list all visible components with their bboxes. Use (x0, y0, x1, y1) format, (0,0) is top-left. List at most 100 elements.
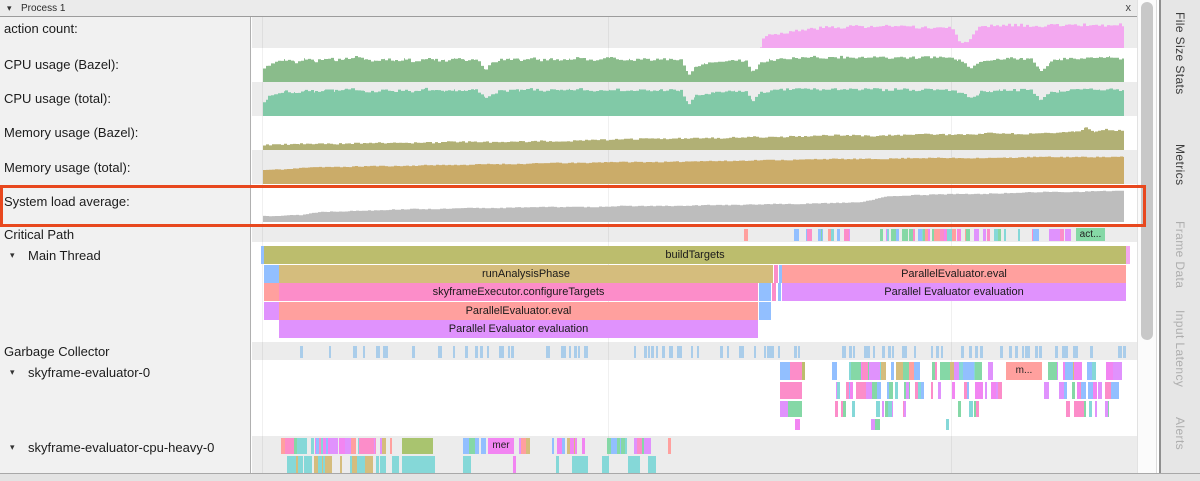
trace-event-tick[interactable] (412, 346, 416, 358)
trace-event-tick[interactable] (904, 346, 908, 358)
trace-event-tick[interactable] (648, 346, 651, 358)
trace-event-tick[interactable] (840, 401, 845, 417)
trace-event-tick[interactable] (1074, 401, 1079, 417)
trace-event-tick[interactable] (585, 346, 588, 358)
trace-event-tick[interactable] (975, 382, 982, 399)
trace-event-tick[interactable] (1065, 382, 1068, 399)
trace-event-tick[interactable] (393, 456, 399, 473)
trace-event-tick[interactable] (662, 346, 665, 358)
trace-event-tick[interactable] (939, 229, 942, 241)
trace-event-tick[interactable] (385, 346, 389, 358)
trace-event-tick[interactable] (960, 346, 964, 358)
trace-event-tick[interactable] (864, 346, 868, 358)
trace-event-tick[interactable] (524, 438, 530, 454)
track-label[interactable]: Garbage Collector (4, 344, 110, 359)
trace-event-tick[interactable] (886, 229, 889, 241)
trace-event-tick[interactable] (1033, 229, 1040, 241)
trace-event-tick[interactable] (952, 229, 957, 241)
trace-event-tick[interactable] (610, 438, 617, 454)
trace-event-tick[interactable] (560, 346, 564, 358)
process-header[interactable]: ▾ Process 1 x (0, 0, 1137, 17)
trace-event-tick[interactable] (1009, 346, 1013, 358)
trace-event-tick[interactable] (802, 362, 805, 380)
trace-event-tick[interactable] (1123, 346, 1126, 358)
trace-event-bar[interactable]: ParallelEvaluator.eval (782, 264, 1126, 283)
trace-event-tick[interactable] (891, 229, 896, 241)
trace-event-tick[interactable] (311, 438, 314, 454)
trace-event-tick[interactable] (280, 438, 285, 454)
trace-event-tick[interactable] (621, 438, 625, 454)
trace-event-bar[interactable] (264, 264, 279, 283)
trace-event-tick[interactable] (972, 362, 978, 380)
trace-event-tick[interactable] (633, 438, 637, 454)
trace-event-tick[interactable] (288, 456, 297, 473)
close-button[interactable]: x (1125, 2, 1132, 14)
trace-event-tick[interactable] (798, 346, 801, 358)
vertical-scrollbar[interactable] (1137, 0, 1157, 473)
trace-event-tick[interactable] (790, 362, 802, 380)
trace-event-tick[interactable] (871, 419, 875, 430)
trace-event-tick[interactable] (888, 346, 892, 358)
trace-event-tick[interactable] (874, 382, 881, 399)
trace-event-tick[interactable] (376, 346, 380, 358)
trace-event-tick[interactable] (1087, 362, 1092, 380)
trace-event-tick[interactable] (1078, 401, 1084, 417)
trace-event-tick[interactable] (890, 382, 894, 399)
trace-event-tick[interactable] (777, 346, 780, 358)
trace-event-tick[interactable] (676, 346, 679, 358)
trace-event-tick[interactable] (1014, 346, 1018, 358)
trace-event-tick[interactable] (995, 382, 998, 399)
trace-event-tick[interactable] (967, 382, 970, 399)
trace-event-tick[interactable] (690, 346, 694, 358)
trace-event-tick[interactable] (931, 346, 934, 358)
trace-event-tick[interactable] (983, 229, 986, 241)
trace-event-tick[interactable] (913, 362, 921, 380)
track-label[interactable]: action count: (4, 21, 78, 36)
trace-event-tick[interactable] (720, 346, 724, 358)
trace-event-tick[interactable] (832, 362, 838, 380)
trace-event-tick[interactable] (881, 362, 886, 380)
trace-event-tick[interactable] (986, 229, 990, 241)
trace-event-tick[interactable] (971, 362, 975, 380)
trace-event-tick[interactable] (329, 346, 332, 358)
trace-event-tick[interactable] (980, 346, 983, 358)
trace-event-tick[interactable] (502, 346, 505, 358)
trace-event-tick[interactable] (884, 401, 889, 417)
trace-event-tick[interactable] (875, 419, 880, 430)
trace-event-tick[interactable] (997, 229, 1001, 241)
trace-event-tick[interactable] (350, 456, 353, 473)
trace-event-tick[interactable] (904, 401, 907, 417)
trace-event-tick[interactable] (856, 382, 861, 399)
trace-event-tick[interactable] (968, 401, 971, 417)
trace-event-tick[interactable] (902, 229, 908, 241)
trace-event-tick[interactable] (857, 362, 869, 380)
trace-event-tick[interactable] (1024, 346, 1028, 358)
trace-event-tick[interactable] (895, 362, 904, 380)
trace-event-tick[interactable] (1064, 229, 1070, 241)
trace-event-tick[interactable] (375, 456, 380, 473)
trace-event-tick[interactable] (358, 438, 368, 454)
trace-event-tick[interactable] (486, 346, 490, 358)
trace-event-tick[interactable] (935, 346, 939, 358)
trace-event-tick[interactable] (508, 346, 511, 358)
trace-event-tick[interactable] (1109, 382, 1115, 399)
expand-arrow-icon[interactable]: ▾ (10, 442, 15, 452)
trace-event-tick[interactable] (851, 362, 862, 380)
trace-event-tick[interactable] (1118, 346, 1121, 358)
trace-event-tick[interactable] (615, 438, 620, 454)
trace-event-tick[interactable] (655, 346, 659, 358)
trace-event-tick[interactable] (872, 346, 875, 358)
trace-event-tick[interactable] (350, 438, 357, 454)
track-label[interactable]: CPU usage (total): (4, 91, 111, 106)
trace-event-tick[interactable] (860, 382, 866, 399)
track-label[interactable]: Memory usage (total): (4, 160, 131, 175)
sidebar-tab-metrics[interactable]: Metrics (1173, 144, 1187, 186)
trace-event-tick[interactable] (1027, 346, 1030, 358)
trace-event-tick[interactable] (645, 346, 648, 358)
trace-event-tick[interactable] (465, 346, 469, 358)
trace-event-tick[interactable] (974, 229, 979, 241)
trace-event-tick[interactable] (763, 346, 766, 358)
trace-event-tick[interactable] (849, 346, 852, 358)
trace-event-tick[interactable] (1097, 382, 1103, 399)
trace-event-badge[interactable]: act... (1076, 228, 1105, 241)
